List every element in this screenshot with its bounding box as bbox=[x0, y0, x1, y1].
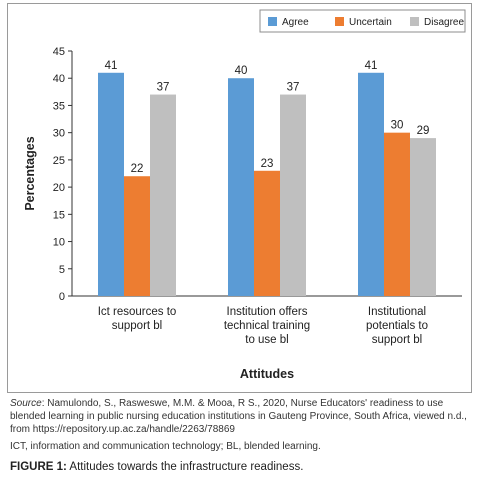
bar-disagree bbox=[410, 138, 436, 296]
y-tick-label: 5 bbox=[59, 264, 65, 276]
x-category-label: Institutional bbox=[368, 306, 426, 318]
bar-chart: 0 5 10 15 20 25 30 35 40 45 41 22 37 Ict resources to… bbox=[23, 9, 466, 381]
y-tick-label: 35 bbox=[53, 100, 65, 112]
source-note: Source: Namulondo, S., Rasweswe, M.M. & … bbox=[10, 397, 472, 436]
data-label: 29 bbox=[417, 125, 430, 137]
y-tick-label: 10 bbox=[53, 237, 65, 249]
y-tick-label: 15 bbox=[53, 209, 65, 221]
x-category-label: potentials to bbox=[366, 320, 428, 332]
data-label: 41 bbox=[105, 60, 118, 72]
bar-agree bbox=[358, 72, 384, 297]
bar-uncertain bbox=[124, 176, 150, 296]
source-text: : Namulondo, S., Rasweswe, M.M. & Mooa, … bbox=[10, 398, 467, 435]
figure-label: FIGURE 1: bbox=[10, 461, 67, 473]
x-axis-title: Attitudes bbox=[240, 367, 294, 381]
data-label: 23 bbox=[261, 158, 274, 170]
legend-box bbox=[259, 9, 466, 33]
data-label: 40 bbox=[235, 65, 248, 77]
y-tick-label: 25 bbox=[53, 155, 65, 167]
y-tick-label: 20 bbox=[53, 182, 65, 194]
bar-disagree bbox=[150, 94, 176, 296]
data-label: 37 bbox=[287, 82, 300, 94]
x-category-label: technical training bbox=[224, 320, 310, 332]
y-tick-label: 0 bbox=[59, 291, 65, 303]
data-label: 30 bbox=[391, 120, 404, 132]
legend-swatch-agree bbox=[268, 17, 277, 26]
y-tick-label: 30 bbox=[53, 128, 65, 140]
y-tick-label: 40 bbox=[53, 73, 65, 85]
figure-caption: FIGURE 1: Attitudes towards the infrastr… bbox=[10, 460, 472, 474]
data-label: 37 bbox=[157, 82, 170, 94]
y-axis-title: Percentages bbox=[23, 136, 37, 210]
x-category-label: Institution offers bbox=[227, 306, 308, 318]
x-category-label: Ict resources to bbox=[98, 306, 177, 318]
bar-disagree bbox=[280, 94, 306, 296]
data-label: 41 bbox=[365, 60, 378, 72]
legend-label-uncertain: Uncertain bbox=[349, 17, 392, 28]
x-category-label: support bl bbox=[112, 320, 163, 332]
figure-caption-text: Attitudes towards the infrastructure rea… bbox=[66, 461, 304, 473]
data-label: 22 bbox=[131, 163, 144, 175]
abbreviations-note: ICT, information and communication techn… bbox=[10, 441, 321, 452]
x-category-label: to use bl bbox=[245, 334, 288, 346]
bar-uncertain bbox=[384, 132, 410, 296]
source-label: Source bbox=[10, 398, 42, 409]
bar-agree bbox=[228, 78, 254, 296]
legend-label-disagree: Disagree bbox=[424, 17, 464, 28]
bar-uncertain bbox=[254, 170, 280, 296]
x-category-label: support bl bbox=[372, 334, 423, 346]
legend-swatch-uncertain bbox=[335, 17, 344, 26]
legend-label-agree: Agree bbox=[282, 17, 309, 28]
legend-swatch-disagree bbox=[410, 17, 419, 26]
bar-agree bbox=[98, 72, 124, 297]
y-tick-label: 45 bbox=[53, 46, 65, 58]
